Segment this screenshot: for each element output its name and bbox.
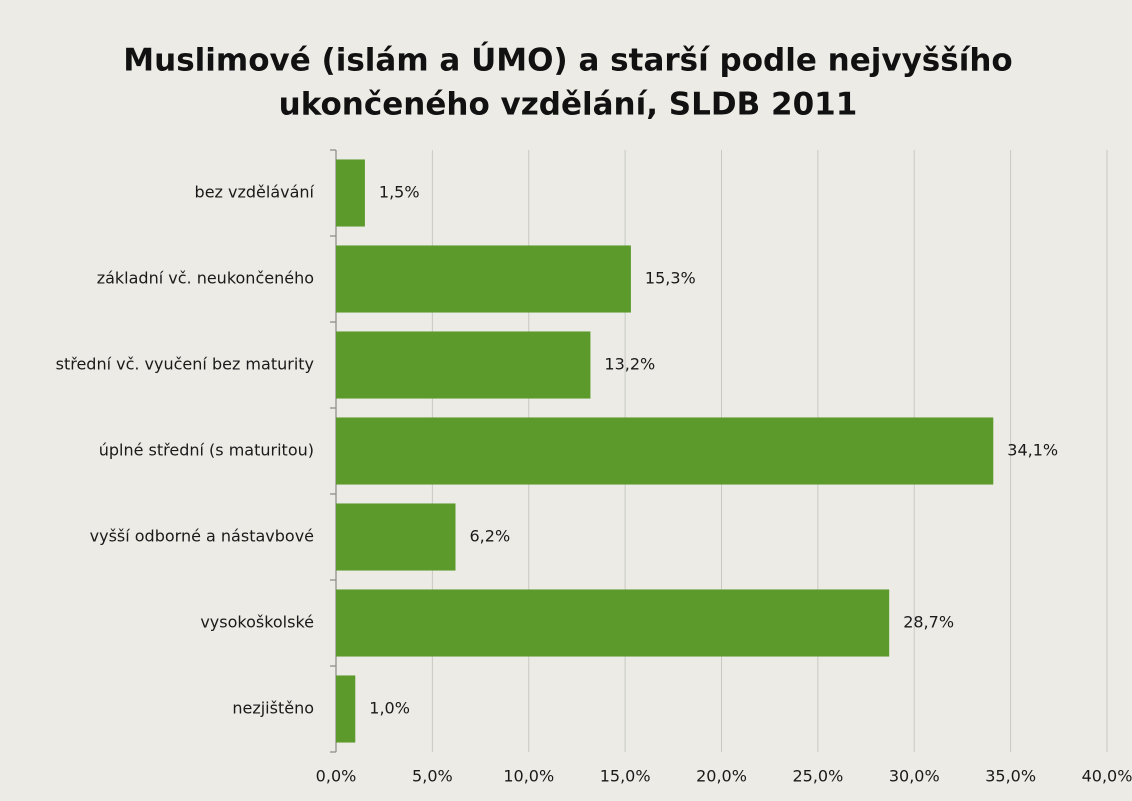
bar bbox=[336, 589, 890, 657]
value-label: 6,2% bbox=[470, 527, 511, 546]
value-label: 1,5% bbox=[379, 183, 420, 202]
bar bbox=[336, 417, 994, 485]
y-tick-label: střední vč. vyučení bez maturity bbox=[56, 355, 314, 374]
bar bbox=[336, 503, 456, 571]
y-tick-label: základní vč. neukončeného bbox=[97, 269, 314, 288]
value-label: 15,3% bbox=[645, 269, 696, 288]
bar bbox=[336, 159, 365, 227]
x-tick-label: 40,0% bbox=[1082, 767, 1132, 786]
x-tick-label: 30,0% bbox=[889, 767, 940, 786]
x-tick-label: 15,0% bbox=[600, 767, 651, 786]
x-tick-label: 10,0% bbox=[503, 767, 554, 786]
x-tick-label: 35,0% bbox=[985, 767, 1036, 786]
y-tick-label: úplné střední (s maturitou) bbox=[99, 441, 314, 460]
y-tick-label: bez vzdělávání bbox=[195, 183, 315, 202]
y-tick-label: vysokoškolské bbox=[200, 613, 314, 632]
chart-title-line: ukončeného vzdělání, SLDB 2011 bbox=[279, 87, 858, 123]
x-tick-label: 5,0% bbox=[412, 767, 453, 786]
bar bbox=[336, 245, 631, 313]
y-tick-label: nezjištěno bbox=[232, 699, 314, 718]
x-tick-label: 25,0% bbox=[792, 767, 843, 786]
value-label: 13,2% bbox=[604, 355, 655, 374]
value-label: 28,7% bbox=[903, 613, 954, 632]
value-label: 1,0% bbox=[369, 699, 410, 718]
bar bbox=[336, 331, 591, 399]
value-label: 34,1% bbox=[1007, 441, 1058, 460]
x-tick-label: 20,0% bbox=[696, 767, 747, 786]
x-tick-label: 0,0% bbox=[316, 767, 357, 786]
y-tick-label: vyšší odborné a nástavbové bbox=[90, 527, 314, 546]
chart-title-line: Muslimové (islám a ÚMO) a starší podle n… bbox=[123, 42, 1012, 79]
bar bbox=[336, 675, 356, 743]
